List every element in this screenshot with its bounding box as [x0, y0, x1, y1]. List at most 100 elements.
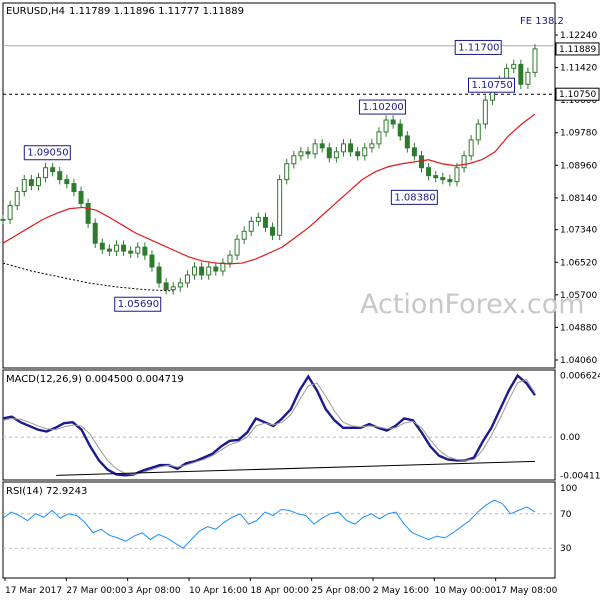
candle-body	[340, 143, 346, 153]
candle-body	[177, 282, 183, 288]
candle-body	[121, 244, 127, 252]
rsi-line	[2, 499, 536, 549]
candle-body	[291, 155, 297, 165]
candle-body	[255, 216, 261, 222]
annotation-label: 1.10750	[472, 80, 513, 91]
x-tick-label: 27 Mar 00:00	[66, 586, 126, 596]
candle-body	[35, 177, 41, 187]
annotation-label: 1.11700	[458, 42, 499, 53]
candle-body	[447, 179, 453, 183]
annotation-label: 1.09050	[27, 148, 68, 159]
candle-body	[433, 175, 439, 179]
candle-body	[426, 167, 432, 177]
annotation-box	[114, 296, 162, 312]
annotation-label: 1.05690	[118, 299, 159, 310]
candle-body	[270, 226, 276, 236]
level-price-label: 1.10750	[559, 90, 596, 100]
level-price-box	[555, 87, 600, 101]
candle-body	[28, 179, 34, 187]
candle-body	[234, 238, 240, 256]
candle-body	[312, 143, 318, 155]
macd-tick-label: -0.004116	[560, 471, 600, 481]
candle-body	[348, 143, 354, 153]
rsi-tick-label: 100	[560, 484, 577, 494]
annotation-box	[23, 145, 71, 161]
candle-body	[7, 204, 13, 220]
rsi-title: RSI(14) 72.9243	[6, 486, 87, 497]
candle-body	[50, 167, 56, 173]
candle-body	[92, 222, 98, 244]
price-tick-label: 1.10600	[560, 96, 597, 106]
candle-body	[241, 230, 247, 240]
candle-body	[482, 99, 488, 125]
x-tick-label: 2 May 16:00	[373, 586, 429, 596]
chart-header: EURUSD,H4 1.11789 1.11896 1.11777 1.11889	[6, 6, 244, 17]
annotation-label: 1.10200	[362, 102, 403, 113]
candle-body	[369, 143, 375, 149]
candle-body	[475, 123, 481, 141]
candle-body	[440, 177, 446, 181]
candle-body	[113, 244, 119, 252]
annotation-box	[390, 189, 438, 205]
candle-body	[525, 71, 531, 85]
current-price-label: 1.11889	[559, 45, 596, 55]
candle-body	[163, 282, 169, 291]
candle-body	[518, 63, 524, 85]
annotation-box	[454, 39, 502, 55]
macd-tick-label: 0.006624	[560, 371, 600, 381]
x-tick-label: 18 Apr 00:00	[250, 586, 309, 596]
price-tick-label: 1.06520	[560, 258, 597, 268]
macd-panel: MACD(12,26,9) 0.004500 0.004719	[2, 373, 555, 477]
x-tick-label: 10 May 00:00	[434, 586, 496, 596]
candle-body	[149, 254, 155, 268]
candle-body	[305, 151, 311, 155]
candle-body	[213, 266, 219, 272]
price-tick-label: 1.12240	[560, 31, 597, 41]
candle-body	[206, 266, 212, 276]
fe-label: FE 138.2	[520, 16, 564, 27]
candle-body	[135, 246, 141, 254]
candle-body	[220, 262, 226, 272]
signal-line	[2, 378, 536, 475]
candle-body	[262, 216, 268, 228]
price-tick-label: 1.08960	[560, 161, 597, 171]
candle-body	[277, 179, 283, 236]
candle-body	[383, 119, 389, 133]
x-tick-label: 17 Mar 2017	[5, 586, 62, 596]
price-tick-label: 1.09780	[560, 129, 597, 139]
candle-body	[404, 135, 410, 149]
rsi-panel: RSI(14) 72.9243	[2, 486, 555, 549]
price-panel: 1.09050 1.05690 1.10200 1.08380 1.11700 1.107…	[0, 39, 555, 312]
rsi-tick-label: 70	[560, 510, 572, 520]
candle-body	[326, 147, 332, 159]
price-tick-label: 1.11420	[560, 64, 597, 74]
axis-labels: 1.12240 1.11420 1.10600 1.09780 1.08960 1.081…	[4, 31, 600, 596]
candle-body	[397, 123, 403, 137]
header-timeframe: H4	[51, 6, 65, 17]
candle-body	[43, 167, 49, 179]
candle-body	[199, 266, 205, 276]
panel-frame-1	[2, 369, 556, 481]
candle-body	[184, 274, 190, 284]
price-tick-label: 1.05700	[560, 291, 597, 301]
candle-body	[106, 248, 112, 252]
x-tick-label: 17 May 08:00	[496, 586, 558, 596]
candle-body	[319, 143, 325, 149]
annotation-box	[468, 77, 515, 93]
candle-body	[85, 202, 91, 224]
candle-body	[355, 151, 361, 157]
candle-body	[142, 246, 148, 256]
header-symbol: EURUSD	[6, 6, 48, 17]
candle-body	[170, 286, 176, 291]
price-tick-label: 1.04880	[560, 323, 597, 333]
panel-frame-2	[2, 481, 556, 579]
candle-body	[390, 119, 396, 125]
candle-body	[419, 155, 425, 169]
x-tick-label: 3 Apr 08:00	[128, 586, 181, 596]
candle-body	[0, 218, 6, 221]
annotation-box	[358, 99, 406, 115]
x-tick-label: 25 Apr 08:00	[312, 586, 371, 596]
watermark: ActionForex.com	[360, 289, 585, 320]
candle-body	[468, 139, 474, 157]
